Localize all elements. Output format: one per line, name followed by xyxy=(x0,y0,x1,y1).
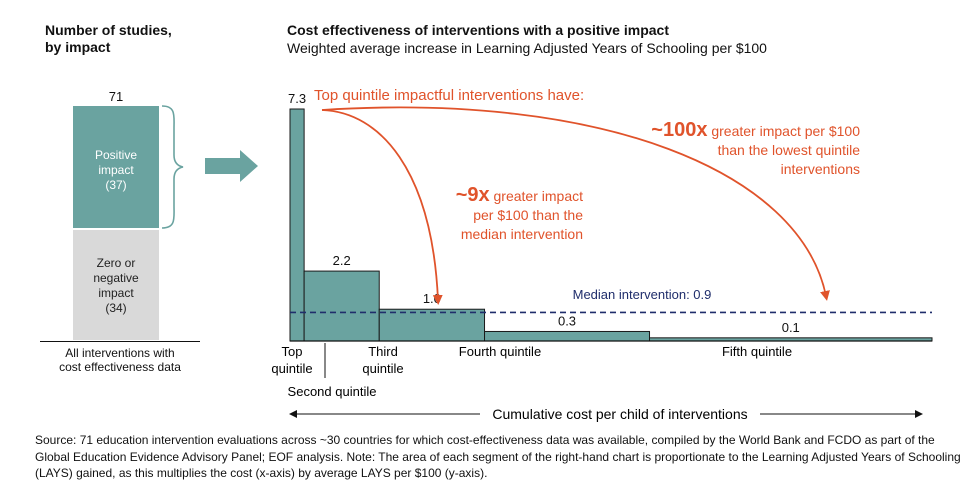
source-note: Source: 71 education intervention evalua… xyxy=(35,433,961,480)
bar-quintile-4 xyxy=(484,330,651,342)
hundred-x-line3: interventions xyxy=(781,161,860,177)
quintile-label-fourth: Fourth quintile xyxy=(459,344,541,359)
positive-label-line2: impact xyxy=(98,163,134,177)
value-label-q5: 0.1 xyxy=(782,320,800,335)
nine-x-line3: median intervention xyxy=(461,226,583,242)
left-baseline xyxy=(40,341,200,342)
zero-label-line2: negative xyxy=(93,271,139,285)
zero-negative-impact-bar xyxy=(73,230,159,340)
cost-effectiveness-chart: 7.3 2.2 1.0 0.3 0.1 Median intervention:… xyxy=(161,87,933,422)
value-label-q4: 0.3 xyxy=(558,313,576,328)
nine-x-arrow xyxy=(321,109,443,305)
right-panel-title: Cost effectiveness of interventions with… xyxy=(287,22,669,38)
quintile-label-third-line2: quintile xyxy=(362,361,403,376)
hundred-x-big: ~100x xyxy=(651,119,707,141)
zero-label-line3: impact xyxy=(98,286,134,300)
value-label-q2: 2.2 xyxy=(333,253,351,268)
panel-transition-arrow xyxy=(205,150,258,182)
nine-x-big: ~9x xyxy=(456,184,490,206)
hundred-x-annotation-line1: ~100x greater impact per $100 xyxy=(651,119,860,141)
quintile-bars xyxy=(289,108,933,342)
left-title-line1: Number of studies, xyxy=(45,22,172,38)
bar-quintile-2 xyxy=(303,270,380,342)
quintile-label-second: Second quintile xyxy=(288,384,377,399)
total-studies-label: 71 xyxy=(108,89,124,104)
bar-quintile-3 xyxy=(378,308,486,342)
value-label-q1: 7.3 xyxy=(288,91,306,106)
hundred-x-line1: greater impact per $100 xyxy=(707,123,860,139)
left-caption-line2: cost effectiveness data xyxy=(59,360,181,374)
positive-impact-bar xyxy=(73,106,159,228)
quintile-label-top-line2: quintile xyxy=(271,361,312,376)
median-label: Median intervention: 0.9 xyxy=(573,287,712,302)
bar-quintile-1 xyxy=(289,108,305,342)
zero-label-line4: (34) xyxy=(105,301,127,315)
right-panel-subtitle: Weighted average increase in Learning Ad… xyxy=(287,40,767,56)
nine-x-line2: per $100 than the xyxy=(473,207,583,223)
nine-x-annotation-line1: ~9x greater impact xyxy=(456,184,583,206)
quintile-label-fifth: Fifth quintile xyxy=(722,344,792,359)
left-title-line2: by impact xyxy=(45,39,111,55)
quintile-label-third-line1: Third xyxy=(368,344,398,359)
positive-label-line3: (37) xyxy=(105,178,127,192)
zero-negative-impact-label: Zero or negative impact (34) xyxy=(73,256,159,316)
nine-x-line1: greater impact xyxy=(490,188,583,204)
positive-brace xyxy=(161,105,184,229)
hundred-x-line2: than the lowest quintile xyxy=(718,142,861,158)
zero-label-line1: Zero or xyxy=(96,256,136,270)
left-panel-title: Number of studies, by impact xyxy=(45,22,245,56)
quintile-label-top-line1: Top xyxy=(282,344,303,359)
hundred-x-arrow xyxy=(321,106,830,301)
left-caption-line1: All interventions with xyxy=(65,346,175,360)
left-panel-caption: All interventions with cost effectivenes… xyxy=(40,346,200,374)
x-axis-label: Cumulative cost per child of interventio… xyxy=(492,406,747,422)
positive-label-line1: Positive xyxy=(94,148,138,162)
positive-impact-label: Positive impact (37) xyxy=(73,148,159,193)
annotation-headline: Top quintile impactful interventions hav… xyxy=(314,87,584,104)
